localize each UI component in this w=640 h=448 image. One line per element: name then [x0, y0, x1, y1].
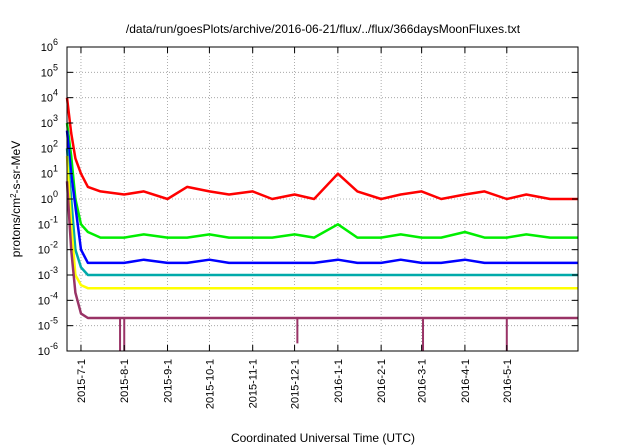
y-tick-label: 10-2	[38, 240, 58, 257]
y-tick-label: 104	[41, 88, 58, 105]
chart-title: /data/run/goesPlots/archive/2016-06-21/f…	[126, 22, 521, 36]
y-tick-exponent: 5	[53, 62, 58, 72]
series-line-6	[65, 181, 578, 320]
y-tick-base: 10	[38, 321, 50, 333]
grid-lines	[67, 47, 578, 351]
y-tick-exponent: 6	[53, 37, 58, 47]
y-tick-exponent: -5	[50, 316, 58, 326]
y-tick-label: 10-6	[38, 341, 58, 358]
y-tick-label: 101	[41, 164, 58, 181]
x-tick-label: 2015-7-1	[76, 359, 88, 403]
y-tick-base: 10	[38, 245, 50, 257]
y-tick-label: 105	[41, 62, 58, 79]
y-tick-exponent: 4	[53, 88, 58, 98]
y-tick-exponent: 3	[53, 113, 58, 123]
y-tick-exponent: 0	[53, 189, 58, 199]
y-tick-exponent: 2	[53, 138, 58, 148]
series-line-3	[65, 130, 578, 265]
y-tick-exponent: -1	[50, 214, 58, 224]
y-axis-label-tail: -s-sr-MeV	[9, 141, 23, 194]
tick-marks	[67, 46, 578, 352]
x-tick-label: 2016-4-1	[460, 359, 472, 403]
y-tick-base: 10	[41, 169, 53, 181]
y-tick-label: 10-1	[38, 214, 58, 231]
series-line-4	[65, 148, 578, 277]
y-tick-base: 10	[41, 67, 53, 79]
y-tick-base: 10	[38, 295, 50, 307]
series-line-1	[65, 97, 578, 201]
x-tick-label: 2015-11-1	[248, 359, 260, 408]
x-tick-label: 2016-1-1	[333, 359, 345, 403]
y-tick-base: 10	[38, 219, 50, 231]
y-tick-exponent: -3	[50, 265, 58, 275]
y-tick-exponent: 1	[53, 164, 58, 174]
y-tick-exponent: -4	[50, 290, 58, 300]
y-tick-label: 10-3	[38, 265, 58, 282]
x-tick-label: 2015-10-1	[204, 359, 216, 409]
y-tick-label: 100	[41, 189, 58, 206]
y-tick-base: 10	[41, 93, 53, 105]
y-tick-base: 10	[41, 42, 53, 54]
y-tick-label: 106	[41, 37, 58, 54]
y-tick-base: 10	[41, 143, 53, 155]
x-tick-labels: 2015-7-1 2015-8-1 2015-9-1 2015-10-1 2015-11…	[76, 359, 514, 409]
x-tick-label: 2016-3-1	[417, 359, 429, 403]
y-tick-label: 102	[41, 138, 58, 155]
x-tick-label: 2015-8-1	[119, 359, 131, 403]
y-tick-base: 10	[41, 194, 53, 206]
y-axis-label: protons/cm2-s-sr-MeV	[9, 141, 24, 257]
series-line-2	[65, 122, 578, 239]
y-tick-base: 10	[38, 270, 50, 282]
y-tick-labels: 10-610-510-410-310-210-11001011021031041…	[38, 37, 58, 358]
x-tick-label: 2016-5-1	[502, 359, 514, 403]
y-tick-label: 10-5	[38, 316, 58, 333]
y-tick-exponent: -2	[50, 240, 58, 250]
y-axis-label-base: protons/cm	[9, 198, 23, 257]
x-tick-label: 2015-12-1	[290, 359, 302, 409]
y-tick-exponent: -6	[50, 341, 58, 351]
x-tick-label: 2015-9-1	[163, 359, 175, 403]
y-tick-label: 10-4	[38, 290, 58, 307]
series-group	[65, 97, 578, 351]
y-tick-base: 10	[41, 118, 53, 130]
y-tick-base: 10	[38, 346, 50, 358]
plot-area	[65, 46, 579, 352]
series-line-5	[65, 155, 578, 290]
x-tick-label: 2016-2-1	[376, 359, 388, 403]
y-tick-label: 103	[41, 113, 58, 130]
x-axis-label: Coordinated Universal Time (UTC)	[231, 431, 415, 445]
y-axis-label-sup: 2	[9, 193, 18, 198]
